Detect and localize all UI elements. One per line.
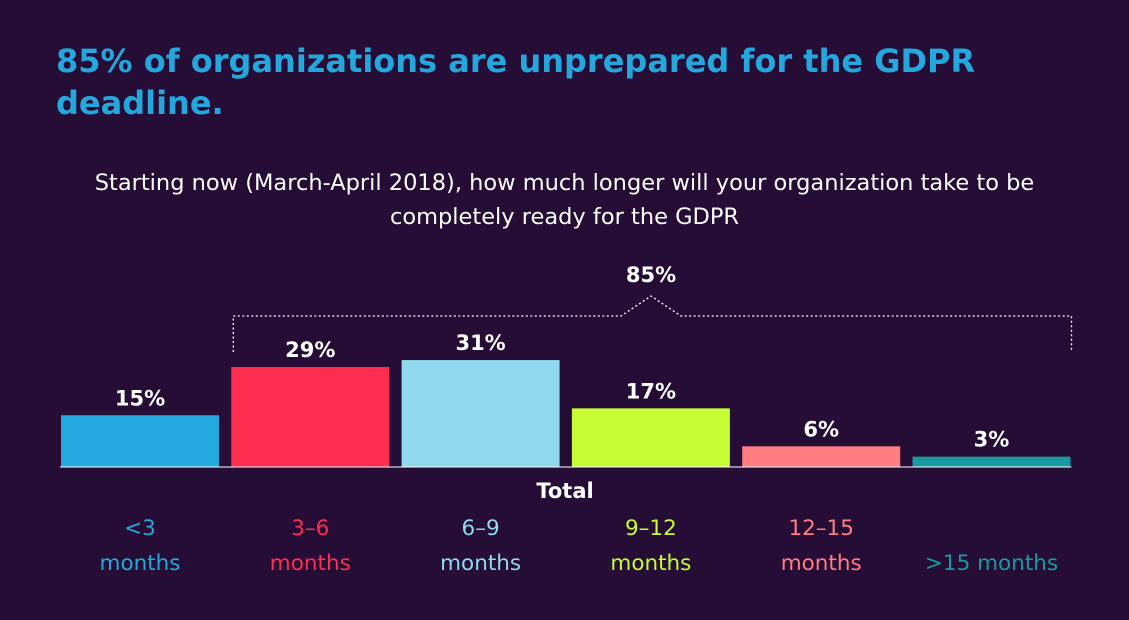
category-label: 6–9 [462,516,500,541]
category-label: 9–12 [625,516,677,541]
bracket-line [232,295,1073,352]
bracket-label: 85% [626,263,676,287]
data-label: 3% [974,428,1010,452]
category-label: 3–6 [291,516,329,541]
category-label: months [270,551,351,576]
chart-title: 85% of organizations are unprepared for … [56,42,976,122]
data-label: 31% [455,331,505,355]
bar [571,408,730,467]
category-label: 12–15 [788,516,853,541]
x-axis-title: Total [536,479,593,503]
category-label: months [610,551,691,576]
data-label: 6% [803,417,839,441]
data-label: 15% [115,386,165,410]
bar [231,366,390,467]
category-label: months [440,551,521,576]
bar [912,456,1071,467]
data-label: 29% [285,338,335,362]
data-label: 17% [626,379,676,403]
bar [742,446,901,467]
category-label: <3 [124,516,156,541]
bar [401,360,560,467]
chart-subtitle: Starting now (March-April 2018), how muc… [94,170,1035,230]
category-label: months [781,551,862,576]
bar [61,415,219,467]
category-label: >15 months [925,551,1058,576]
category-label: months [100,551,181,576]
